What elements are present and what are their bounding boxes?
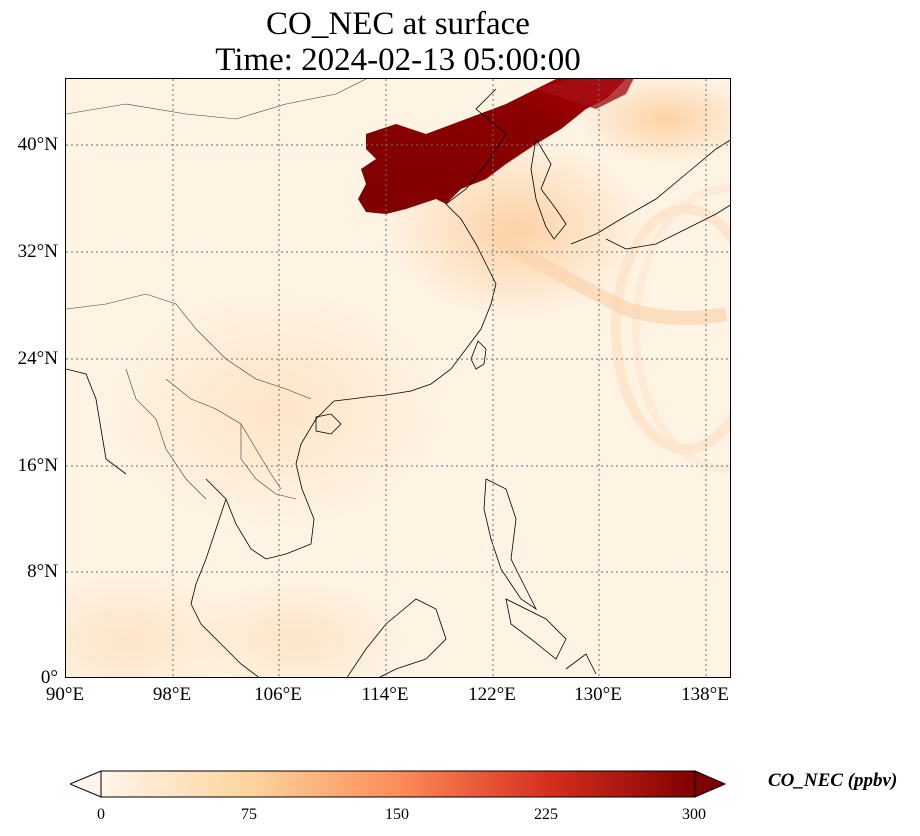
coastlines	[66, 88, 730, 677]
colorbar-tick-0: 0	[97, 806, 105, 823]
lon-label-122e: 122°E	[468, 684, 516, 705]
gridlines	[66, 79, 730, 677]
co-plume	[358, 79, 626, 214]
colorbar-gradient	[100, 770, 696, 798]
colorbar	[70, 770, 726, 798]
map-canvas	[66, 79, 730, 677]
field-gulf-haze	[186, 579, 406, 677]
field-south-china-haze	[106, 289, 446, 529]
lon-label-90e: 90°E	[45, 684, 85, 705]
co-plume-edge	[536, 79, 634, 109]
field-pacific-arc-outer	[632, 185, 730, 473]
colorbar-tick-75: 75	[241, 806, 257, 823]
lon-label-130e: 130°E	[574, 684, 622, 705]
colorbar-min-extend	[70, 770, 102, 798]
lon-label-138e: 138°E	[681, 684, 729, 705]
lat-label-8n: 8°N	[27, 561, 58, 582]
map-panel	[65, 78, 731, 678]
colorbar-tick-225: 225	[534, 806, 558, 823]
lon-label-114e: 114°E	[361, 684, 409, 705]
colorbar-tick-150: 150	[385, 806, 409, 823]
lon-label-98e: 98°E	[152, 684, 192, 705]
field-pacific-arc	[611, 204, 730, 454]
lat-label-40n: 40°N	[17, 134, 58, 155]
field-plume-tail	[492, 232, 728, 325]
lon-label-106e: 106°E	[254, 684, 302, 705]
colorbar-tick-300: 300	[682, 806, 706, 823]
colorbar-label: CO_NEC (ppbv)	[768, 770, 898, 791]
map-title: CO_NEC at surface	[266, 6, 530, 42]
country-borders	[66, 79, 367, 500]
lat-label-24n: 24°N	[17, 348, 58, 369]
colorbar-max-extend	[694, 770, 726, 798]
map-timestamp: Time: 2024-02-13 05:00:00	[215, 42, 581, 78]
lat-label-0: 0°	[40, 667, 58, 688]
field-northeast-haze	[576, 79, 730, 164]
lat-label-16n: 16°N	[17, 455, 58, 476]
lat-label-32n: 32°N	[17, 241, 58, 262]
